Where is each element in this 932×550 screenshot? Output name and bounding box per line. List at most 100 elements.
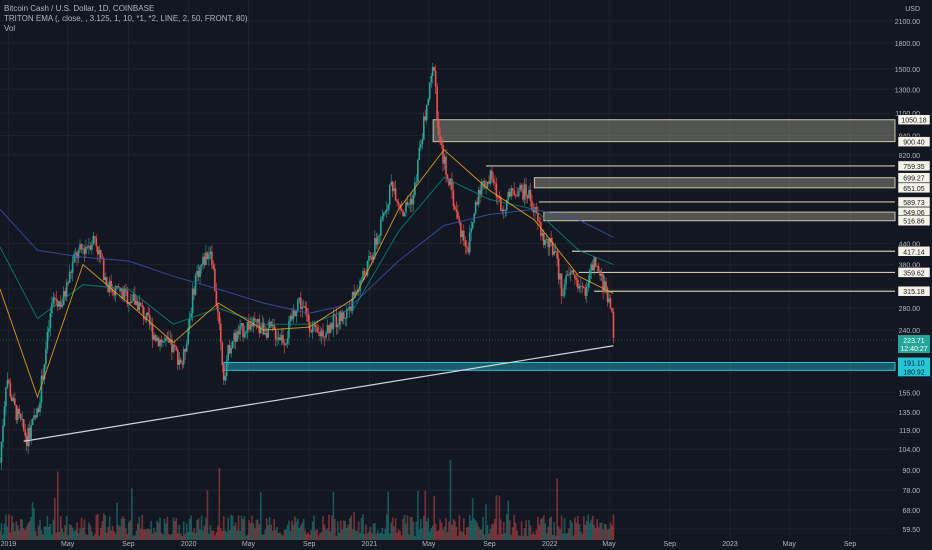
volume-bar bbox=[222, 516, 225, 540]
candle-body bbox=[205, 252, 207, 265]
volume-bar bbox=[357, 521, 360, 540]
volume-bar bbox=[307, 532, 310, 540]
volume-bar bbox=[36, 535, 38, 540]
candle-body bbox=[489, 170, 492, 184]
volume-bar bbox=[61, 528, 64, 540]
candle-body bbox=[264, 333, 267, 335]
volume-bar bbox=[534, 534, 536, 540]
candle-body bbox=[67, 282, 69, 284]
volume-bar bbox=[442, 529, 444, 540]
candle-body bbox=[230, 348, 232, 354]
candle-body bbox=[440, 142, 443, 145]
volume-bar bbox=[156, 520, 158, 540]
volume-bar bbox=[185, 523, 188, 540]
volume-bar bbox=[131, 488, 133, 540]
volume-bar bbox=[316, 529, 318, 540]
candle-body bbox=[345, 309, 348, 319]
volume-bar bbox=[55, 532, 58, 540]
volume-bar bbox=[295, 521, 298, 540]
candle-body bbox=[134, 294, 136, 305]
volume-bar bbox=[6, 526, 9, 540]
volume-bar bbox=[49, 524, 52, 540]
volume-bar bbox=[285, 529, 287, 540]
candle-body bbox=[578, 286, 581, 289]
volume-bar bbox=[135, 530, 138, 540]
ema-line bbox=[0, 208, 614, 314]
support-zone bbox=[223, 362, 896, 371]
candle-body bbox=[243, 333, 246, 338]
x-tick-label: May bbox=[602, 541, 616, 548]
candle-body bbox=[477, 189, 480, 205]
volume-bar bbox=[208, 533, 210, 540]
volume-bar bbox=[565, 533, 567, 540]
candle-body bbox=[485, 187, 487, 189]
candle-body bbox=[408, 204, 410, 206]
volume-bar bbox=[574, 517, 576, 540]
candle-body bbox=[516, 195, 518, 197]
price-label: 759.35 bbox=[903, 164, 925, 171]
volume-bar bbox=[301, 522, 304, 540]
volume-bar bbox=[289, 531, 292, 540]
candle-body bbox=[157, 337, 160, 347]
candle-body bbox=[412, 195, 415, 205]
chart-legend: Bitcoin Cash / U.S. Dollar, 1D, COINBASE… bbox=[4, 4, 248, 34]
volume-bar bbox=[406, 515, 409, 540]
volume-label[interactable]: Vol bbox=[4, 24, 16, 33]
candle-body bbox=[557, 258, 560, 280]
candle-body bbox=[62, 291, 65, 305]
candle-body bbox=[378, 235, 381, 237]
volume-bar bbox=[292, 524, 295, 540]
candle-body bbox=[569, 272, 572, 275]
volume-bar bbox=[516, 530, 518, 540]
price-label: 359.62 bbox=[903, 270, 925, 277]
volume-bar bbox=[43, 526, 46, 540]
candle-body bbox=[70, 271, 72, 273]
volume-bar bbox=[172, 517, 175, 540]
volume-bar bbox=[417, 490, 419, 540]
candle-body bbox=[104, 277, 107, 280]
price-label: 180.92 bbox=[903, 369, 925, 376]
candle-body bbox=[28, 427, 31, 439]
candle-body bbox=[462, 230, 465, 241]
price-label-box bbox=[897, 215, 931, 226]
volume-bar bbox=[350, 515, 352, 540]
indicator-label[interactable]: TRITON EMA (, close, , 3.125, 1, 10, *1,… bbox=[4, 14, 248, 23]
volume-bar bbox=[488, 533, 490, 540]
candle-body bbox=[150, 324, 152, 326]
candle-body bbox=[317, 331, 320, 333]
volume-bar bbox=[332, 491, 335, 540]
candle-body bbox=[495, 183, 498, 197]
symbol-title[interactable]: Bitcoin Cash / U.S. Dollar, 1D, COINBASE bbox=[4, 4, 155, 13]
candle-body bbox=[422, 116, 425, 140]
volume-bar bbox=[411, 516, 413, 540]
volume-bar bbox=[252, 523, 255, 540]
candle-body bbox=[297, 299, 299, 312]
volume-bar bbox=[483, 534, 486, 540]
volume-bar bbox=[96, 514, 99, 540]
price-label-box bbox=[897, 246, 931, 257]
volume-bar bbox=[399, 530, 401, 540]
candle-body bbox=[529, 189, 532, 201]
candle-body bbox=[79, 244, 81, 250]
candle-body bbox=[543, 232, 545, 245]
candle-body bbox=[107, 285, 109, 293]
candle-body bbox=[271, 324, 274, 327]
candle-body bbox=[402, 210, 404, 217]
candle-body bbox=[387, 204, 390, 210]
candle-body bbox=[381, 216, 384, 220]
volume-bar bbox=[165, 523, 167, 540]
y-tick-label: 240.00 bbox=[899, 328, 921, 335]
volume-bar bbox=[345, 527, 348, 540]
candle-body bbox=[248, 321, 250, 330]
volume-bar bbox=[68, 524, 71, 540]
candle-body bbox=[126, 290, 129, 304]
candle-body bbox=[325, 333, 327, 338]
price-label: 516.86 bbox=[903, 219, 925, 226]
volume-bar bbox=[566, 532, 569, 540]
volume-bar bbox=[159, 517, 161, 540]
candle-body bbox=[480, 181, 483, 195]
candle-body bbox=[200, 264, 203, 267]
volume-bar bbox=[544, 523, 547, 540]
candle-body bbox=[108, 280, 111, 293]
